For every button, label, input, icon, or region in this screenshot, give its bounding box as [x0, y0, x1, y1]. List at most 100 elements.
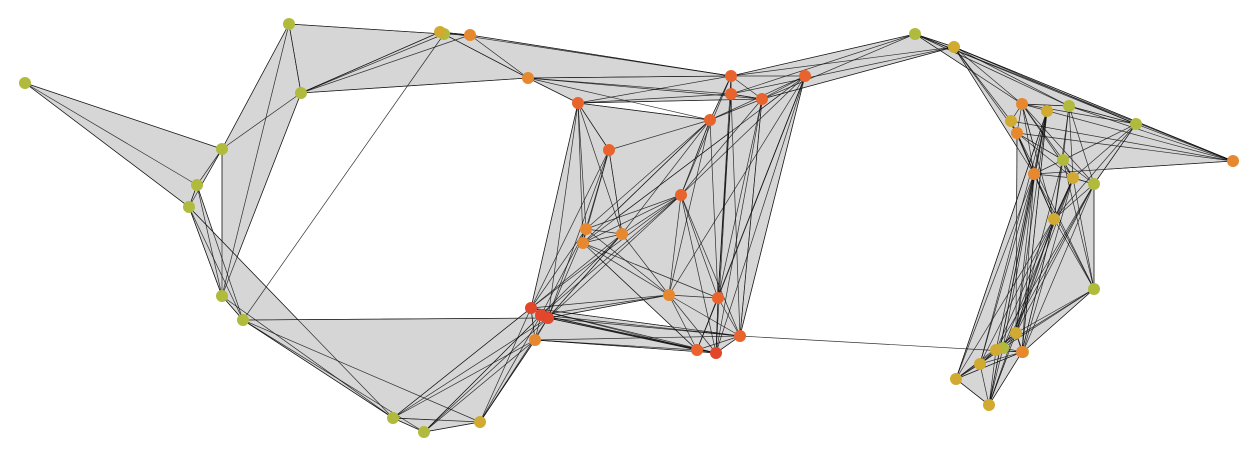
graph-edge [300, 34, 471, 94]
graph-node[interactable] [990, 344, 1002, 356]
graph-edge [668, 294, 717, 354]
graph-node[interactable] [691, 344, 703, 356]
graph-node[interactable] [710, 347, 722, 359]
graph-edge [955, 378, 990, 406]
graph-node[interactable] [237, 314, 249, 326]
graph-edge [547, 194, 682, 319]
graph-edge [300, 77, 529, 94]
graph-edge [530, 194, 682, 309]
graph-node[interactable] [1088, 178, 1100, 190]
graph-node[interactable] [572, 97, 584, 109]
graph-node[interactable] [663, 289, 675, 301]
graph-node[interactable] [725, 88, 737, 100]
graph-node[interactable] [529, 334, 541, 346]
graph-edge [1068, 105, 1095, 185]
graph-node[interactable] [525, 302, 537, 314]
graph-edge [547, 149, 610, 319]
graph-node[interactable] [191, 179, 203, 191]
graph-edge [696, 75, 806, 351]
graph-edge [979, 173, 1035, 365]
graph-edge [995, 288, 1095, 351]
graph-node[interactable] [616, 228, 628, 240]
graph-node[interactable] [1016, 98, 1028, 110]
graph-node[interactable] [464, 29, 476, 41]
graph-edge [221, 23, 290, 150]
graph-node[interactable] [283, 18, 295, 30]
graph-node[interactable] [948, 41, 960, 53]
graph-node[interactable] [1005, 115, 1017, 127]
graph-node[interactable] [983, 399, 995, 411]
graph-edge [715, 98, 763, 354]
graph-node[interactable] [1227, 155, 1239, 167]
graph-node[interactable] [216, 290, 228, 302]
graph-edge [439, 31, 529, 79]
graph-edge [979, 218, 1055, 365]
graph-edge [1015, 110, 1048, 334]
graph-edge [527, 77, 579, 104]
graph-node[interactable] [1041, 105, 1053, 117]
graph-node[interactable] [799, 70, 811, 82]
graph-node[interactable] [1057, 154, 1069, 166]
graph-edge [668, 294, 741, 337]
graph-node[interactable] [1067, 172, 1079, 184]
graph-node[interactable] [577, 237, 589, 249]
graph-node[interactable] [295, 87, 307, 99]
graph-node[interactable] [950, 373, 962, 385]
graph-node[interactable] [909, 28, 921, 40]
graph-edge [540, 294, 670, 316]
graph-node[interactable] [535, 309, 547, 321]
graph-edge [739, 335, 1023, 353]
graph-node[interactable] [603, 144, 615, 156]
graph-edge [1053, 183, 1095, 220]
graph-node[interactable] [1010, 327, 1022, 339]
graph-node[interactable] [1011, 127, 1023, 139]
graph-edge [1021, 103, 1055, 220]
graph-node[interactable] [387, 412, 399, 424]
graph-edge [680, 119, 711, 196]
graph-node[interactable] [725, 70, 737, 82]
graph-node[interactable] [434, 26, 446, 38]
graph-edge [680, 194, 717, 354]
graph-node[interactable] [704, 114, 716, 126]
graph-node[interactable] [1048, 213, 1060, 225]
graph-node[interactable] [734, 330, 746, 342]
graph-edge [196, 148, 223, 186]
graph-edge [1053, 218, 1095, 290]
graph-node[interactable] [183, 201, 195, 213]
graph-edge [1062, 159, 1095, 185]
graph-edge [530, 233, 623, 309]
graph-node[interactable] [1016, 346, 1028, 358]
graph-node[interactable] [580, 223, 592, 235]
graph-edge [979, 351, 1023, 365]
graph-node[interactable] [474, 416, 486, 428]
graph-edge [24, 82, 223, 150]
graph-node[interactable] [522, 72, 534, 84]
graph-node[interactable] [19, 77, 31, 89]
graph-node[interactable] [1028, 168, 1040, 180]
graph-edge [1033, 160, 1234, 175]
graph-node[interactable] [1063, 100, 1075, 112]
graph-edge [668, 119, 711, 296]
graph-node[interactable] [974, 358, 986, 370]
graph-edge [577, 102, 610, 151]
graph-node[interactable] [216, 143, 228, 155]
graph-node[interactable] [712, 292, 724, 304]
graph-node[interactable] [675, 189, 687, 201]
graph-node[interactable] [756, 93, 768, 105]
graph-edge [730, 93, 741, 337]
graph-edge [988, 349, 997, 406]
graph-edge [995, 177, 1074, 351]
graph-edge [469, 34, 529, 79]
graph-edge [392, 417, 481, 423]
graph-edge [955, 110, 1048, 380]
graph-edge [577, 102, 711, 121]
graph-node[interactable] [418, 426, 430, 438]
graph-edge [1072, 177, 1095, 290]
graph-edge [530, 307, 717, 354]
graph-node[interactable] [1130, 118, 1142, 130]
graph-edge [621, 233, 670, 296]
graph-edge [479, 339, 536, 423]
graph-node[interactable] [1088, 283, 1100, 295]
graph-edge [547, 102, 579, 319]
graph-edge [1053, 123, 1137, 220]
